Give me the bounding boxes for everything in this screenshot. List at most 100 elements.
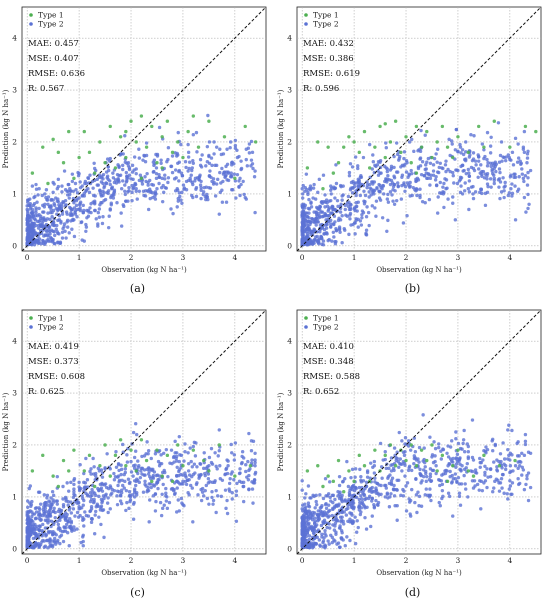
type2-point [518, 481, 522, 486]
type2-point [301, 209, 305, 213]
type2-point [469, 165, 474, 170]
type1-point [92, 484, 97, 489]
type2-point [506, 428, 510, 432]
type2-point [473, 190, 478, 194]
type1-point [321, 484, 325, 489]
type2-point [44, 228, 48, 232]
type2-point [88, 469, 92, 474]
type2-point [333, 196, 337, 200]
type2-point [391, 466, 396, 471]
type2-point [378, 441, 383, 446]
type2-point [479, 187, 483, 191]
stat-r: R: 0.567 [28, 84, 64, 94]
type2-point [405, 213, 409, 218]
type2-point [432, 156, 437, 161]
type2-point [338, 230, 342, 235]
type2-point [98, 203, 102, 207]
type2-point [323, 502, 328, 507]
type2-point [207, 140, 212, 144]
type2-point [130, 190, 134, 195]
type2-point [237, 179, 241, 183]
y-tick-label: 4 [287, 34, 292, 43]
type2-point [435, 160, 439, 164]
type2-point [143, 160, 148, 164]
type2-point [419, 504, 424, 508]
type2-point [30, 514, 34, 519]
type2-point [105, 452, 109, 456]
type2-point [31, 536, 36, 541]
type2-point [48, 217, 52, 222]
type2-point [506, 457, 510, 461]
type2-point [56, 184, 61, 189]
type1-point [321, 187, 325, 191]
type2-point [116, 483, 120, 488]
type2-point [60, 236, 65, 240]
type2-point [438, 478, 442, 482]
type2-point [386, 218, 390, 223]
type2-point [63, 516, 67, 521]
type2-point [170, 170, 175, 175]
type2-point [148, 498, 152, 502]
type2-point [526, 192, 530, 197]
type2-point [234, 493, 239, 498]
type1-point [155, 161, 159, 165]
type2-point [502, 457, 507, 461]
type2-point [51, 493, 56, 498]
type2-point [162, 451, 166, 455]
type2-point [116, 461, 121, 466]
type2-point [128, 493, 132, 498]
type2-point [249, 448, 254, 453]
type2-point [520, 465, 525, 470]
type2-point [319, 523, 324, 528]
type2-point [321, 539, 326, 543]
type2-point [51, 500, 56, 504]
type2-point [404, 484, 408, 488]
type2-point [400, 175, 404, 179]
type2-point [46, 202, 50, 206]
type2-point [54, 227, 58, 231]
type2-point [461, 169, 465, 173]
type2-point [485, 467, 489, 471]
type2-point [110, 491, 114, 495]
type2-point [86, 494, 90, 498]
type2-point [324, 506, 329, 511]
type2-point [50, 543, 55, 547]
type2-point [329, 218, 333, 223]
type2-point [410, 468, 414, 473]
type2-point [387, 505, 392, 509]
type2-point [471, 458, 476, 462]
type2-point [501, 441, 505, 445]
type2-point [64, 210, 69, 214]
type2-point [116, 178, 121, 182]
type2-point [385, 229, 389, 233]
type2-point [437, 165, 441, 170]
type2-point [130, 170, 135, 174]
type2-point [137, 189, 142, 193]
type2-point [111, 176, 116, 180]
type2-point [149, 190, 153, 195]
type2-point [472, 168, 477, 173]
type2-point [172, 460, 176, 464]
type2-point [235, 155, 240, 160]
type1-point [378, 124, 382, 129]
type2-point [495, 469, 500, 473]
type2-point [230, 163, 234, 167]
type2-point [350, 467, 355, 472]
type2-point [253, 472, 257, 476]
type2-point [448, 169, 452, 174]
type2-point [402, 453, 407, 458]
type2-point [406, 444, 411, 448]
type2-point [475, 482, 480, 487]
type2-point [96, 504, 101, 508]
type2-point [132, 466, 137, 471]
type2-point [184, 165, 188, 170]
type2-point [173, 491, 177, 495]
type1-point [77, 155, 81, 160]
type2-point [118, 494, 123, 498]
type2-point [140, 466, 145, 471]
type2-point [311, 196, 315, 200]
type2-point [234, 519, 239, 523]
type2-point [173, 151, 177, 155]
type2-point [328, 206, 332, 210]
type2-point [428, 183, 432, 187]
